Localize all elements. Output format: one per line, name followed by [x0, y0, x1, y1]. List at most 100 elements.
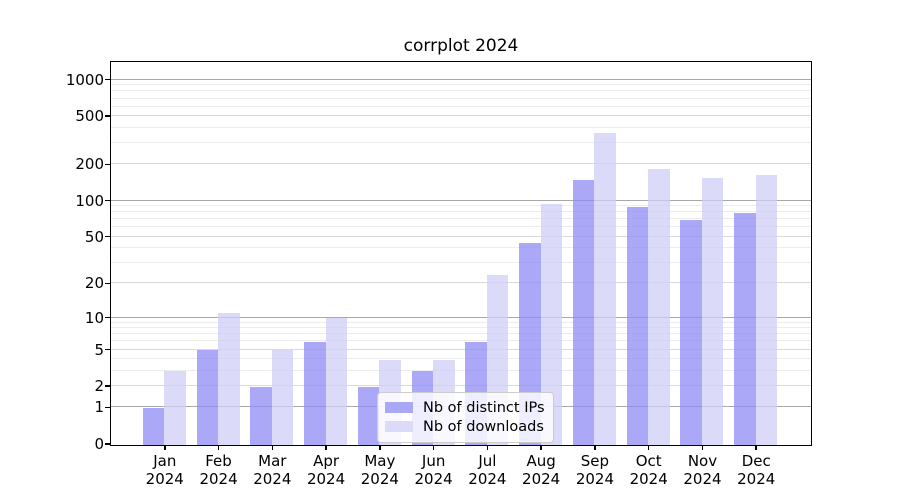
y-tick-label-1: 1 [94, 398, 104, 417]
x-tick-label-mar: Mar 2024 [253, 452, 292, 488]
gridline-y-9 [110, 321, 811, 323]
bar-jan-downloads [164, 371, 186, 445]
bar-mar-downloads [271, 350, 294, 445]
x-tick-label-jun: Jun 2024 [414, 452, 453, 488]
y-tick-mark-2 [105, 385, 110, 387]
gridline-y-800 [110, 90, 811, 92]
gridline-y-40 [110, 247, 811, 249]
gridline-y-20 [110, 282, 811, 284]
gridline-y-400 [110, 126, 811, 128]
gridline-y-30 [110, 261, 811, 263]
x-tick-mark-mar [271, 445, 274, 450]
gridline-y-6 [110, 340, 811, 342]
gridline-y-700 [110, 97, 811, 99]
y-tick-label-5: 5 [94, 340, 104, 359]
y-tick-label-20: 20 [84, 274, 104, 293]
bar-aug-downloads [540, 203, 563, 445]
y-tick-mark-20 [105, 282, 110, 285]
bar-mar-distinct-ips [250, 386, 272, 445]
bar-jan-distinct-ips [142, 407, 165, 445]
chart-title: corrplot 2024 [403, 36, 519, 56]
gridline-y-90 [110, 205, 811, 207]
x-tick-mark-may [379, 445, 381, 450]
gridline-y-200 [110, 163, 811, 165]
bar-oct-downloads [648, 168, 670, 445]
x-tick-label-sep: Sep 2024 [575, 452, 615, 488]
gridline-y-300 [110, 142, 811, 144]
gridline-y-100 [110, 199, 811, 201]
legend-swatch-distinct-ips [385, 402, 413, 413]
x-tick-label-nov: Nov 2024 [683, 452, 722, 488]
x-tick-label-aug: Aug 2024 [522, 452, 561, 488]
gridline-y-900 [110, 84, 811, 86]
bar-may-distinct-ips [357, 386, 380, 445]
x-tick-mark-dec [755, 445, 757, 450]
bar-sep-downloads [594, 133, 616, 445]
x-tick-mark-apr [325, 445, 327, 450]
gridline-y-600 [110, 105, 811, 107]
bar-dec-distinct-ips [734, 212, 756, 445]
plot-area [109, 60, 812, 446]
bar-feb-downloads [218, 313, 240, 445]
x-tick-label-jan: Jan 2024 [145, 452, 184, 488]
x-tick-label-oct: Oct 2024 [629, 452, 668, 488]
y-tick-label-2: 2 [94, 377, 104, 396]
y-tick-label-10: 10 [84, 308, 104, 327]
bar-sep-distinct-ips [572, 179, 595, 445]
y-tick-mark-200 [105, 163, 110, 166]
y-tick-mark-10 [105, 316, 110, 319]
y-tick-label-1000: 1000 [65, 70, 104, 89]
x-tick-mark-jul [486, 445, 489, 450]
legend-label-distinct-ips: Nb of distinct IPs [423, 399, 545, 416]
gridline-y-2 [110, 385, 811, 387]
gridline-y-7 [110, 333, 811, 335]
gridline-y-70 [110, 218, 811, 220]
y-tick-mark-500 [105, 115, 110, 117]
legend-swatch-downloads [385, 421, 413, 432]
x-tick-mark-sep [594, 445, 596, 450]
gridline-y-500 [110, 115, 811, 117]
x-tick-mark-aug [540, 445, 542, 450]
x-tick-label-jul: Jul 2024 [468, 452, 507, 488]
gridline-y-4 [110, 358, 811, 360]
legend: Nb of distinct IPs Nb of downloads [377, 392, 554, 443]
gridline-y-10 [110, 316, 811, 318]
y-tick-label-500: 500 [75, 107, 104, 126]
bar-dec-downloads [755, 174, 778, 445]
x-tick-mark-nov [701, 445, 704, 450]
bar-feb-distinct-ips [196, 350, 219, 445]
y-tick-mark-50 [105, 235, 110, 238]
y-tick-label-0: 0 [94, 435, 104, 453]
gridline-y-60 [110, 226, 811, 228]
y-tick-label-100: 100 [75, 191, 104, 210]
bar-oct-distinct-ips [626, 206, 649, 445]
gridline-y-8 [110, 327, 811, 329]
x-tick-mark-feb [217, 445, 220, 450]
x-tick-mark-jun [432, 445, 435, 450]
y-tick-mark-1 [105, 406, 110, 409]
gridline-y-3 [110, 369, 811, 371]
legend-item-downloads: Nb of downloads [385, 417, 545, 436]
gridline-y-5 [110, 348, 811, 350]
y-tick-mark-0 [105, 443, 110, 445]
x-tick-mark-oct [647, 445, 650, 450]
y-tick-mark-1000 [105, 78, 110, 81]
x-tick-label-dec: Dec 2024 [737, 452, 776, 488]
y-tick-mark-5 [105, 348, 110, 351]
y-tick-mark-100 [105, 199, 110, 202]
x-tick-label-may: May 2024 [360, 452, 399, 488]
gridline-y-80 [110, 211, 811, 213]
bar-nov-distinct-ips [680, 219, 702, 445]
legend-item-distinct-ips: Nb of distinct IPs [385, 398, 545, 417]
bar-apr-distinct-ips [304, 341, 326, 445]
x-tick-mark-jan [164, 445, 166, 450]
gridline-y-50 [110, 235, 811, 237]
legend-label-downloads: Nb of downloads [423, 418, 544, 435]
y-tick-label-50: 50 [84, 227, 104, 246]
bar-nov-downloads [701, 178, 724, 445]
x-tick-label-apr: Apr 2024 [306, 452, 346, 488]
y-tick-label-200: 200 [75, 155, 104, 174]
gridline-y-1000 [110, 78, 811, 80]
bar-apr-downloads [325, 318, 348, 445]
